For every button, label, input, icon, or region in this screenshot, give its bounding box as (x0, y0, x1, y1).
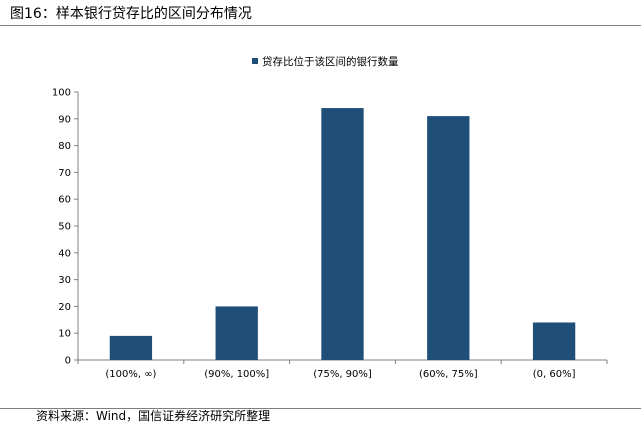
y-tick-label: 50 (58, 222, 71, 233)
chart-legend: 贷存比位于该区间的银行数量 (252, 55, 399, 68)
x-tick-label: (90%, 100%] (204, 369, 269, 380)
legend-swatch (252, 58, 258, 64)
x-tick-label: (60%, 75%] (419, 369, 478, 380)
y-tick-label: 100 (52, 88, 71, 99)
y-tick-label: 20 (58, 302, 71, 313)
bar (215, 306, 258, 360)
y-axis: 0 10 20 30 40 50 60 70 80 90 100 (52, 88, 79, 367)
title-rule (0, 25, 641, 26)
y-tick-label: 90 (58, 114, 71, 125)
x-tick-label: (100%, ∞) (105, 369, 156, 380)
legend-label: 贷存比位于该区间的银行数量 (262, 55, 399, 68)
y-tick-label: 0 (65, 356, 71, 367)
y-tick-label: 70 (58, 168, 71, 179)
y-tick-label: 40 (58, 248, 71, 259)
figure-title: 图16：样本银行贷存比的区间分布情况 (10, 6, 252, 22)
y-tick-label: 60 (58, 195, 71, 206)
bar (427, 116, 470, 361)
x-tick-label: (75%, 90%] (313, 369, 372, 380)
x-tick-label: (0, 60%] (533, 369, 576, 380)
bar (532, 322, 576, 360)
y-tick-label: 80 (58, 141, 71, 152)
bar (109, 335, 153, 360)
source-note: 资料来源：Wind，国信证券经济研究所整理 (36, 409, 271, 423)
bar (321, 108, 364, 360)
y-tick-label: 30 (58, 275, 71, 286)
x-axis: (100%, ∞) (90%, 100%] (75%, 90%] (60%, 75%]… (77, 359, 608, 380)
source-rule (0, 408, 641, 409)
y-tick-label: 10 (58, 329, 71, 340)
bars (109, 108, 576, 361)
